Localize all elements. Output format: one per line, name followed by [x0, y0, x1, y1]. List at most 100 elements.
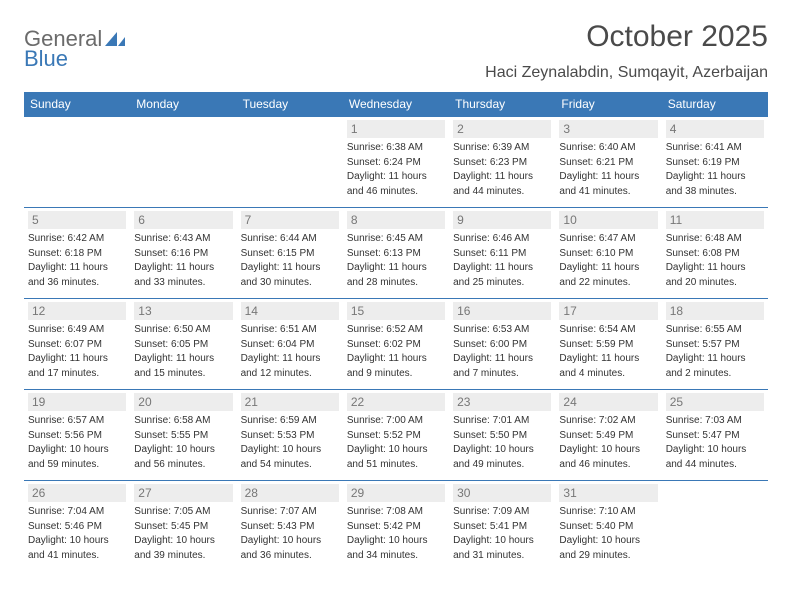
day-info: Sunrise: 6:49 AMSunset: 6:07 PMDaylight:… [28, 323, 126, 380]
day-info: Sunrise: 7:10 AMSunset: 5:40 PMDaylight:… [559, 505, 657, 562]
day-info-line: Daylight: 11 hours [347, 352, 445, 366]
day-info-line: and 33 minutes. [134, 276, 232, 290]
day-info-line: Sunset: 6:04 PM [241, 338, 339, 352]
dow-header: Tuesday [237, 92, 343, 117]
day-info-line: and 30 minutes. [241, 276, 339, 290]
day-info-line: and 38 minutes. [666, 185, 764, 199]
calendar-cell: 11 Sunrise: 6:48 AMSunset: 6:08 PMDayligh… [662, 208, 768, 299]
day-number: 25 [666, 393, 764, 411]
day-info-line: Sunrise: 6:48 AM [666, 232, 764, 246]
day-info-line: Sunrise: 6:42 AM [28, 232, 126, 246]
day-info-line: Sunrise: 6:58 AM [134, 414, 232, 428]
location: Haci Zeynalabdin, Sumqayit, Azerbaijan [485, 64, 768, 82]
day-number: 15 [347, 302, 445, 320]
day-info-line: Sunrise: 7:10 AM [559, 505, 657, 519]
calendar-cell: 15 Sunrise: 6:52 AMSunset: 6:02 PMDayligh… [343, 299, 449, 390]
day-info: Sunrise: 6:47 AMSunset: 6:10 PMDaylight:… [559, 232, 657, 289]
day-number: 2 [453, 120, 551, 138]
day-info-line: Daylight: 10 hours [666, 443, 764, 457]
day-number: 14 [241, 302, 339, 320]
calendar-body: 1Sunrise: 6:38 AMSunset: 6:24 PMDaylight… [24, 117, 768, 572]
calendar-cell: 6Sunrise: 6:43 AMSunset: 6:16 PMDaylight… [130, 208, 236, 299]
calendar-cell: 4Sunrise: 6:41 AMSunset: 6:19 PMDaylight… [662, 117, 768, 208]
day-info-line: and 17 minutes. [28, 367, 126, 381]
day-info-line: Daylight: 11 hours [241, 352, 339, 366]
day-info-line: Sunrise: 6:55 AM [666, 323, 764, 337]
day-info-line: Daylight: 11 hours [453, 352, 551, 366]
day-info-line: Sunset: 5:41 PM [453, 520, 551, 534]
day-info-line: and 46 minutes. [347, 185, 445, 199]
day-info-line: Daylight: 10 hours [28, 443, 126, 457]
day-info-line: Sunset: 5:43 PM [241, 520, 339, 534]
day-info-line: Sunrise: 7:08 AM [347, 505, 445, 519]
calendar-week: 5Sunrise: 6:42 AMSunset: 6:18 PMDaylight… [24, 208, 768, 299]
day-info-line: and 31 minutes. [453, 549, 551, 563]
day-info-line: Daylight: 10 hours [559, 443, 657, 457]
day-info-line: Daylight: 11 hours [559, 261, 657, 275]
calendar-cell: 30Sunrise: 7:09 AMSunset: 5:41 PMDayligh… [449, 481, 555, 572]
day-info-line: Daylight: 11 hours [28, 261, 126, 275]
day-info-line: Sunrise: 7:02 AM [559, 414, 657, 428]
day-info-line: Daylight: 10 hours [134, 534, 232, 548]
calendar-cell: 7Sunrise: 6:44 AMSunset: 6:15 PMDaylight… [237, 208, 343, 299]
calendar-cell: 29Sunrise: 7:08 AMSunset: 5:42 PMDayligh… [343, 481, 449, 572]
calendar-cell: 3Sunrise: 6:40 AMSunset: 6:21 PMDaylight… [555, 117, 661, 208]
dow-header: Saturday [662, 92, 768, 117]
day-info-line: and 22 minutes. [559, 276, 657, 290]
day-info-line: Sunrise: 6:51 AM [241, 323, 339, 337]
day-info: Sunrise: 7:05 AMSunset: 5:45 PMDaylight:… [134, 505, 232, 562]
day-info-line: Sunset: 5:45 PM [134, 520, 232, 534]
calendar-cell: 26Sunrise: 7:04 AMSunset: 5:46 PMDayligh… [24, 481, 130, 572]
day-info-line: Sunset: 6:13 PM [347, 247, 445, 261]
day-info-line: Daylight: 11 hours [666, 261, 764, 275]
day-number: 24 [559, 393, 657, 411]
day-info-line: Daylight: 10 hours [347, 534, 445, 548]
day-number: 31 [559, 484, 657, 502]
calendar-week: 26Sunrise: 7:04 AMSunset: 5:46 PMDayligh… [24, 481, 768, 572]
day-number: 13 [134, 302, 232, 320]
calendar-cell: 21Sunrise: 6:59 AMSunset: 5:53 PMDayligh… [237, 390, 343, 481]
day-info-line: Daylight: 10 hours [241, 534, 339, 548]
month-title: October 2025 [485, 20, 768, 54]
calendar-cell: 13Sunrise: 6:50 AMSunset: 6:05 PMDayligh… [130, 299, 236, 390]
calendar-cell: 8Sunrise: 6:45 AMSunset: 6:13 PMDaylight… [343, 208, 449, 299]
day-info: Sunrise: 6:52 AMSunset: 6:02 PMDaylight:… [347, 323, 445, 380]
day-number: 19 [28, 393, 126, 411]
day-info-line: Sunset: 6:00 PM [453, 338, 551, 352]
day-info-line: Sunrise: 7:07 AM [241, 505, 339, 519]
day-info: Sunrise: 6:46 AMSunset: 6:11 PMDaylight:… [453, 232, 551, 289]
day-info-line: Sunrise: 7:04 AM [28, 505, 126, 519]
calendar-table: SundayMondayTuesdayWednesdayThursdayFrid… [24, 92, 768, 571]
calendar-cell: 5Sunrise: 6:42 AMSunset: 6:18 PMDaylight… [24, 208, 130, 299]
calendar-cell: 23Sunrise: 7:01 AMSunset: 5:50 PMDayligh… [449, 390, 555, 481]
day-info-line: Sunrise: 7:00 AM [347, 414, 445, 428]
day-info-line: and 39 minutes. [134, 549, 232, 563]
day-number: 30 [453, 484, 551, 502]
day-number: 17 [559, 302, 657, 320]
day-info-line: and 20 minutes. [666, 276, 764, 290]
calendar-cell: 31 Sunrise: 7:10 AMSunset: 5:40 PMDayligh… [555, 481, 661, 572]
calendar-cell: 24Sunrise: 7:02 AMSunset: 5:49 PMDayligh… [555, 390, 661, 481]
day-info-line: Sunrise: 6:39 AM [453, 141, 551, 155]
calendar-cell: 22Sunrise: 7:00 AMSunset: 5:52 PMDayligh… [343, 390, 449, 481]
calendar-cell: 20Sunrise: 6:58 AMSunset: 5:55 PMDayligh… [130, 390, 236, 481]
day-info-line: Daylight: 11 hours [453, 170, 551, 184]
calendar-cell: 19Sunrise: 6:57 AMSunset: 5:56 PMDayligh… [24, 390, 130, 481]
day-info: Sunrise: 7:07 AMSunset: 5:43 PMDaylight:… [241, 505, 339, 562]
day-info-line: Daylight: 11 hours [559, 170, 657, 184]
calendar-header-row: SundayMondayTuesdayWednesdayThursdayFrid… [24, 92, 768, 117]
calendar-cell: 14 Sunrise: 6:51 AMSunset: 6:04 PMDayligh… [237, 299, 343, 390]
logo: General Blue [24, 20, 125, 72]
calendar-cell: 27Sunrise: 7:05 AMSunset: 5:45 PMDayligh… [130, 481, 236, 572]
day-info-line: Sunrise: 6:49 AM [28, 323, 126, 337]
day-info-line: Daylight: 11 hours [134, 261, 232, 275]
day-info: Sunrise: 6:43 AMSunset: 6:16 PMDaylight:… [134, 232, 232, 289]
day-info-line: Daylight: 11 hours [347, 261, 445, 275]
day-info-line: and 36 minutes. [241, 549, 339, 563]
day-info-line: and 34 minutes. [347, 549, 445, 563]
day-info-line: Sunset: 6:08 PM [666, 247, 764, 261]
day-number: 11 [666, 211, 764, 229]
day-info-line: Sunrise: 6:47 AM [559, 232, 657, 246]
day-number: 28 [241, 484, 339, 502]
day-info: Sunrise: 6:55 AMSunset: 5:57 PMDaylight:… [666, 323, 764, 380]
